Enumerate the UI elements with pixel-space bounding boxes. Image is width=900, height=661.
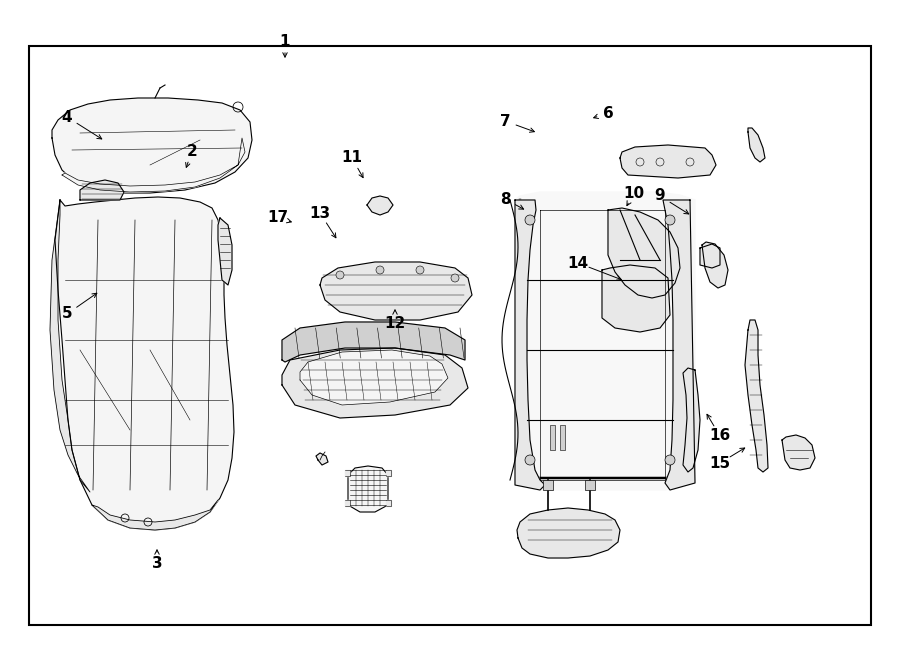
Circle shape <box>665 455 675 465</box>
Text: 14: 14 <box>567 256 589 270</box>
Text: 11: 11 <box>341 151 363 165</box>
Polygon shape <box>300 350 448 405</box>
Text: 17: 17 <box>267 210 289 225</box>
Polygon shape <box>515 192 695 490</box>
Text: 6: 6 <box>603 106 614 120</box>
Text: 5: 5 <box>62 307 72 321</box>
Polygon shape <box>92 500 218 530</box>
Polygon shape <box>62 138 245 192</box>
Polygon shape <box>663 200 695 490</box>
Circle shape <box>376 266 384 274</box>
Text: 13: 13 <box>310 206 330 221</box>
Polygon shape <box>782 435 815 470</box>
Polygon shape <box>282 348 468 418</box>
Text: 2: 2 <box>186 143 197 159</box>
Circle shape <box>525 215 535 225</box>
Circle shape <box>451 274 459 282</box>
Text: 9: 9 <box>654 188 665 204</box>
Polygon shape <box>386 470 391 476</box>
Polygon shape <box>620 145 716 178</box>
Circle shape <box>525 455 535 465</box>
Polygon shape <box>608 208 680 298</box>
Text: 7: 7 <box>500 114 510 128</box>
Polygon shape <box>55 197 234 530</box>
Polygon shape <box>515 200 545 490</box>
Polygon shape <box>367 196 393 215</box>
Polygon shape <box>218 218 232 285</box>
Polygon shape <box>745 320 768 472</box>
Polygon shape <box>80 180 124 200</box>
Text: 4: 4 <box>62 110 72 124</box>
Text: 16: 16 <box>709 428 731 444</box>
Polygon shape <box>50 200 90 492</box>
Polygon shape <box>320 262 472 320</box>
Polygon shape <box>345 470 350 476</box>
Polygon shape <box>282 322 465 362</box>
Bar <box>560 425 565 450</box>
Text: 1: 1 <box>280 34 290 48</box>
Polygon shape <box>683 368 700 472</box>
Polygon shape <box>700 244 720 268</box>
Text: 3: 3 <box>152 557 162 572</box>
Bar <box>543 480 553 490</box>
Polygon shape <box>316 453 328 465</box>
Polygon shape <box>748 128 765 162</box>
Bar <box>550 425 555 450</box>
Text: 10: 10 <box>624 186 644 200</box>
Polygon shape <box>345 500 350 506</box>
Text: 12: 12 <box>384 315 406 330</box>
Circle shape <box>336 271 344 279</box>
Text: 8: 8 <box>500 192 510 206</box>
Bar <box>585 480 595 490</box>
Polygon shape <box>602 265 670 332</box>
Polygon shape <box>348 466 388 512</box>
Polygon shape <box>540 210 665 480</box>
Text: 15: 15 <box>709 455 731 471</box>
Polygon shape <box>517 508 620 558</box>
Circle shape <box>665 215 675 225</box>
Circle shape <box>416 266 424 274</box>
Bar <box>29 46 871 625</box>
Polygon shape <box>702 242 728 288</box>
Polygon shape <box>52 98 252 193</box>
Polygon shape <box>386 500 391 506</box>
